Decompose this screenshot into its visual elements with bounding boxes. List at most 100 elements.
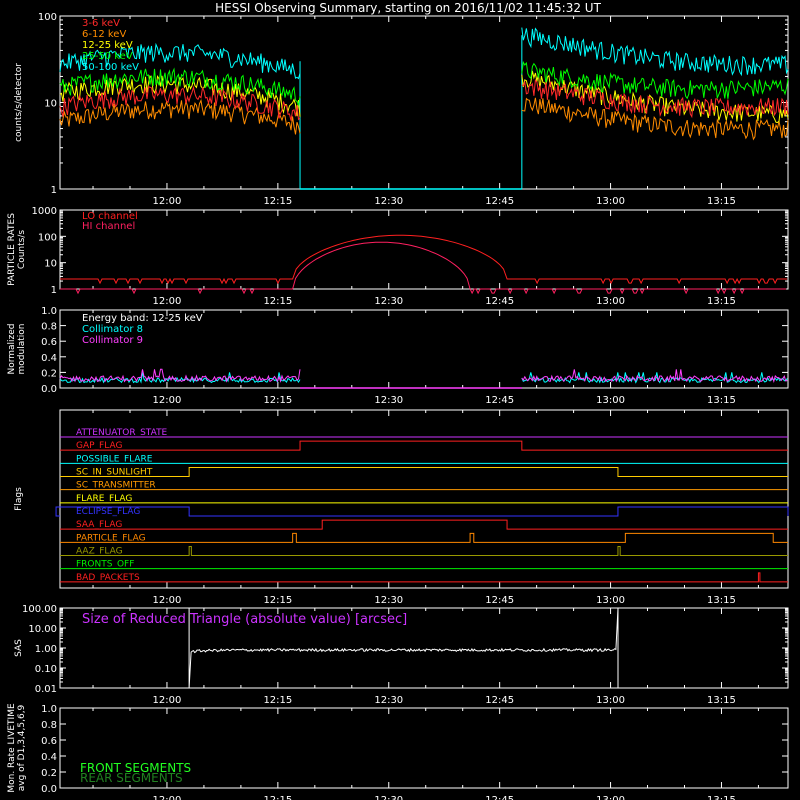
time-tick-label: 12:45 <box>485 296 514 307</box>
time-tick-label: 13:15 <box>707 695 736 706</box>
time-tick-label: 12:45 <box>485 395 514 406</box>
flag-label: AAZ_FLAG <box>76 547 123 557</box>
y-axis-label: SAS <box>14 639 24 657</box>
y-axis-label: Mon. Rate LIVETIME <box>7 703 17 793</box>
time-tick-label: 12:00 <box>153 695 182 706</box>
y-tick-label: 0.8 <box>41 322 57 333</box>
series-line-12-25-keV <box>59 74 301 117</box>
time-tick-label: 12:30 <box>374 196 403 207</box>
series-line-3-6-keV <box>59 85 301 121</box>
y-tick-label: 0.2 <box>41 768 57 779</box>
flag-label: POSSIBLE_FLARE <box>76 454 153 464</box>
flag-line-aaz_flag <box>60 546 788 556</box>
flag-line-sc_in_sunlight <box>60 467 788 477</box>
y-tick-label: 100 <box>38 232 57 243</box>
y-axis-label: counts/s/detector <box>14 63 24 142</box>
time-tick-label: 12:15 <box>263 296 292 307</box>
series-line-Collimator-8 <box>59 372 301 384</box>
time-tick-label: 13:00 <box>596 196 625 207</box>
legend-entry: LO channel <box>82 211 138 222</box>
y-tick-label: 10 <box>44 259 57 270</box>
time-tick-label: 12:15 <box>263 695 292 706</box>
time-tick-label: 12:30 <box>374 595 403 606</box>
flag-label: ECLIPSE_FLAG <box>76 507 140 517</box>
y-tick-label: 1.0 <box>41 306 57 317</box>
time-tick-label: 12:15 <box>263 595 292 606</box>
y-tick-label: 10 <box>44 99 57 110</box>
time-tick-label: 12:15 <box>263 395 292 406</box>
y-tick-label: 1000 <box>32 206 57 217</box>
legend-entry: 3-6 keV <box>82 18 120 29</box>
flag-label: BAD_PACKETS <box>76 573 140 583</box>
y-tick-label: 0.2 <box>41 368 57 379</box>
y-tick-label: 0.0 <box>41 384 57 395</box>
y-tick-label: 1 <box>51 285 57 296</box>
y-tick-label: 100 <box>38 12 57 23</box>
flag-line-eclipse_flag <box>55 506 789 517</box>
time-tick-label: 13:15 <box>707 296 736 307</box>
time-tick-label: 13:15 <box>707 795 736 800</box>
y-axis-label: Normalized <box>7 323 17 374</box>
series-line-sas <box>188 607 619 689</box>
time-tick-label: 12:30 <box>374 395 403 406</box>
y-tick-label: 1.0 <box>41 704 57 715</box>
time-tick-label: 13:00 <box>596 695 625 706</box>
series-line-Collimator-8 <box>521 372 788 384</box>
flag-line-particle_flag <box>60 532 788 543</box>
time-tick-label: 12:00 <box>153 196 182 207</box>
y-axis-label-2: avg of D1,3,4,5,6,9 <box>17 704 27 791</box>
y-tick-label: 0.0 <box>41 784 57 795</box>
series-line-25-50-keV <box>59 67 301 107</box>
y-tick-label: 0.4 <box>41 752 57 763</box>
panel-frame-particle <box>59 209 789 290</box>
y-tick-label: 0.10 <box>35 664 57 675</box>
flag-line-bad_packets <box>60 572 788 583</box>
time-tick-label: 12:00 <box>153 795 182 800</box>
panel-frame-flags <box>59 409 789 589</box>
legend-entry: REAR SEGMENTS <box>80 771 183 785</box>
flag-label: GAP_FLAG <box>76 441 122 451</box>
flag-line-saa_flag <box>60 519 788 530</box>
panel-frame-livetime <box>59 707 789 789</box>
legend-entry: FRONT SEGMENTS <box>80 761 191 775</box>
flag-label: SAA_FLAG <box>76 520 122 530</box>
series-line-6-12-keV <box>521 97 789 141</box>
y-axis-label: PARTICLE RATES <box>7 213 17 286</box>
y-tick-label: 0.6 <box>41 337 57 348</box>
time-tick-label: 13:15 <box>707 395 736 406</box>
time-tick-label: 12:00 <box>153 296 182 307</box>
flag-label: ATTENUATOR_STATE <box>76 428 168 438</box>
series-line-50-100-keV <box>59 42 301 80</box>
flag-label: SC_TRANSMITTER <box>76 481 156 491</box>
time-tick-label: 12:45 <box>485 795 514 800</box>
y-tick-label: 0.4 <box>41 353 57 364</box>
time-tick-label: 13:15 <box>707 595 736 606</box>
flag-label: FLARE_FLAG <box>76 494 132 504</box>
legend-entry: HI channel <box>82 221 135 232</box>
series-line-Collimator-9 <box>521 369 788 383</box>
time-tick-label: 13:00 <box>596 296 625 307</box>
time-tick-label: 12:45 <box>485 196 514 207</box>
y-tick-label: 1.00 <box>35 644 57 655</box>
series-line-LO-channel <box>60 234 788 285</box>
figure-title: HESSI Observing Summary, starting on 201… <box>215 1 601 15</box>
annotation: Size of Reduced Triangle (absolute value… <box>82 612 407 627</box>
legend-entry: Collimator 9 <box>82 335 143 346</box>
y-tick-label: 0.8 <box>41 720 57 731</box>
series-line-HI-channel <box>60 241 787 295</box>
time-tick-label: 13:00 <box>596 395 625 406</box>
time-tick-label: 12:15 <box>263 795 292 800</box>
series-line-50-100-keV <box>521 27 789 77</box>
time-tick-label: 12:30 <box>374 795 403 800</box>
time-tick-label: 12:30 <box>374 296 403 307</box>
time-tick-label: 13:15 <box>707 196 736 207</box>
time-tick-label: 12:00 <box>153 595 182 606</box>
y-axis-label-2: modulation <box>17 324 27 375</box>
y-axis-label: Flags <box>14 487 24 511</box>
flag-line-gap_flag <box>60 440 788 451</box>
time-tick-label: 12:45 <box>485 695 514 706</box>
series-line-6-12-keV <box>59 98 301 135</box>
flag-label: SC_IN_SUNLIGHT <box>76 468 153 478</box>
